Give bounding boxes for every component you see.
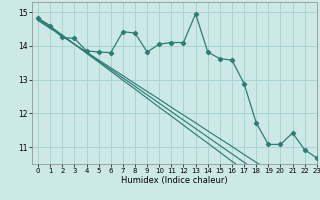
X-axis label: Humidex (Indice chaleur): Humidex (Indice chaleur) <box>121 176 228 185</box>
